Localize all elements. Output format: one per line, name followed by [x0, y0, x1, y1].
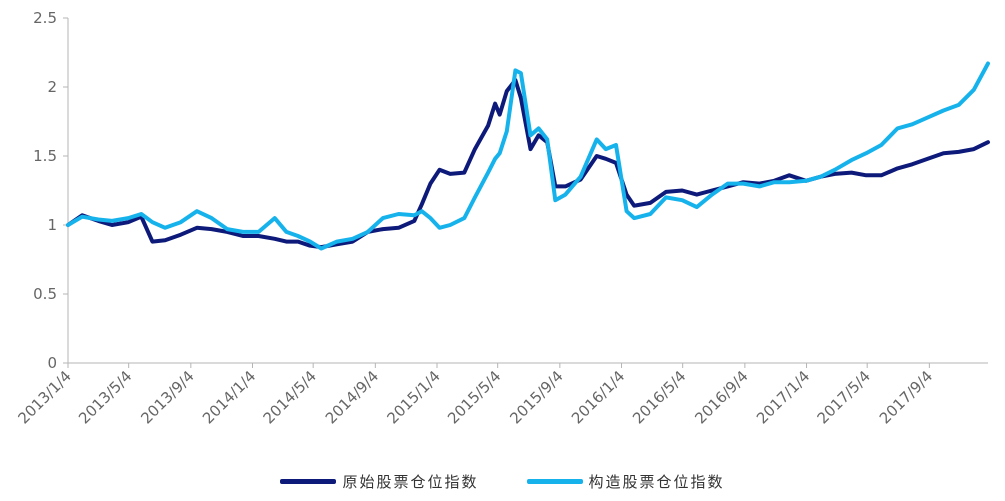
x-tick-label: 2017/1/4 [753, 367, 813, 427]
series-line-constructed [66, 61, 990, 251]
y-tick-label: 1.5 [33, 147, 57, 165]
y-tick-label: 2.5 [33, 9, 57, 27]
line-chart: 00.511.522.5 2013/1/4 2013/5/4 2013/9/4 201… [14, 9, 990, 427]
legend-label-constructed: 构造股票仓位指数 [588, 472, 725, 491]
x-tick-label: 2013/1/4 [14, 367, 74, 427]
legend-swatch-original [280, 478, 337, 484]
series-line-original [66, 78, 990, 250]
series-layer [66, 61, 990, 251]
y-tick-label: 2 [47, 78, 57, 96]
legend: 原始股票仓位指数 构造股票仓位指数 [0, 466, 1005, 496]
x-tick-label: 2015/9/4 [506, 367, 566, 427]
x-tick-label: 2016/9/4 [691, 367, 751, 427]
x-tick-label: 2014/9/4 [322, 367, 382, 427]
legend-label-original: 原始股票仓位指数 [342, 472, 479, 491]
y-axis-ticks: 0 0.5 1 1.5 2 2.5 [33, 9, 68, 372]
x-tick-label: 2017/5/4 [814, 367, 874, 427]
x-tick-label: 2013/5/4 [75, 367, 135, 427]
x-tick-label: 2016/5/4 [629, 367, 689, 427]
x-tick-label: 2015/5/4 [444, 367, 504, 427]
legend-item-original: 原始股票仓位指数 [280, 471, 478, 492]
x-tick-label: 2014/5/4 [260, 367, 320, 427]
x-tick-label: 2017/9/4 [876, 367, 936, 427]
legend-swatch-constructed [526, 478, 583, 484]
x-tick-label: 2013/9/4 [137, 367, 197, 427]
x-axis-ticks: 2013/1/4 2013/5/4 2013/9/4 2014/1/4 2014/5/4… [14, 363, 936, 427]
y-tick-label: 1 [47, 216, 57, 234]
y-tick-label: 0 [47, 354, 57, 372]
x-tick-label: 2015/1/4 [383, 367, 443, 427]
x-tick-label: 2014/1/4 [199, 367, 259, 427]
legend-item-constructed: 构造股票仓位指数 [526, 471, 725, 492]
x-tick-label: 2016/1/4 [568, 367, 628, 427]
y-tick-label: 0.5 [33, 285, 57, 303]
